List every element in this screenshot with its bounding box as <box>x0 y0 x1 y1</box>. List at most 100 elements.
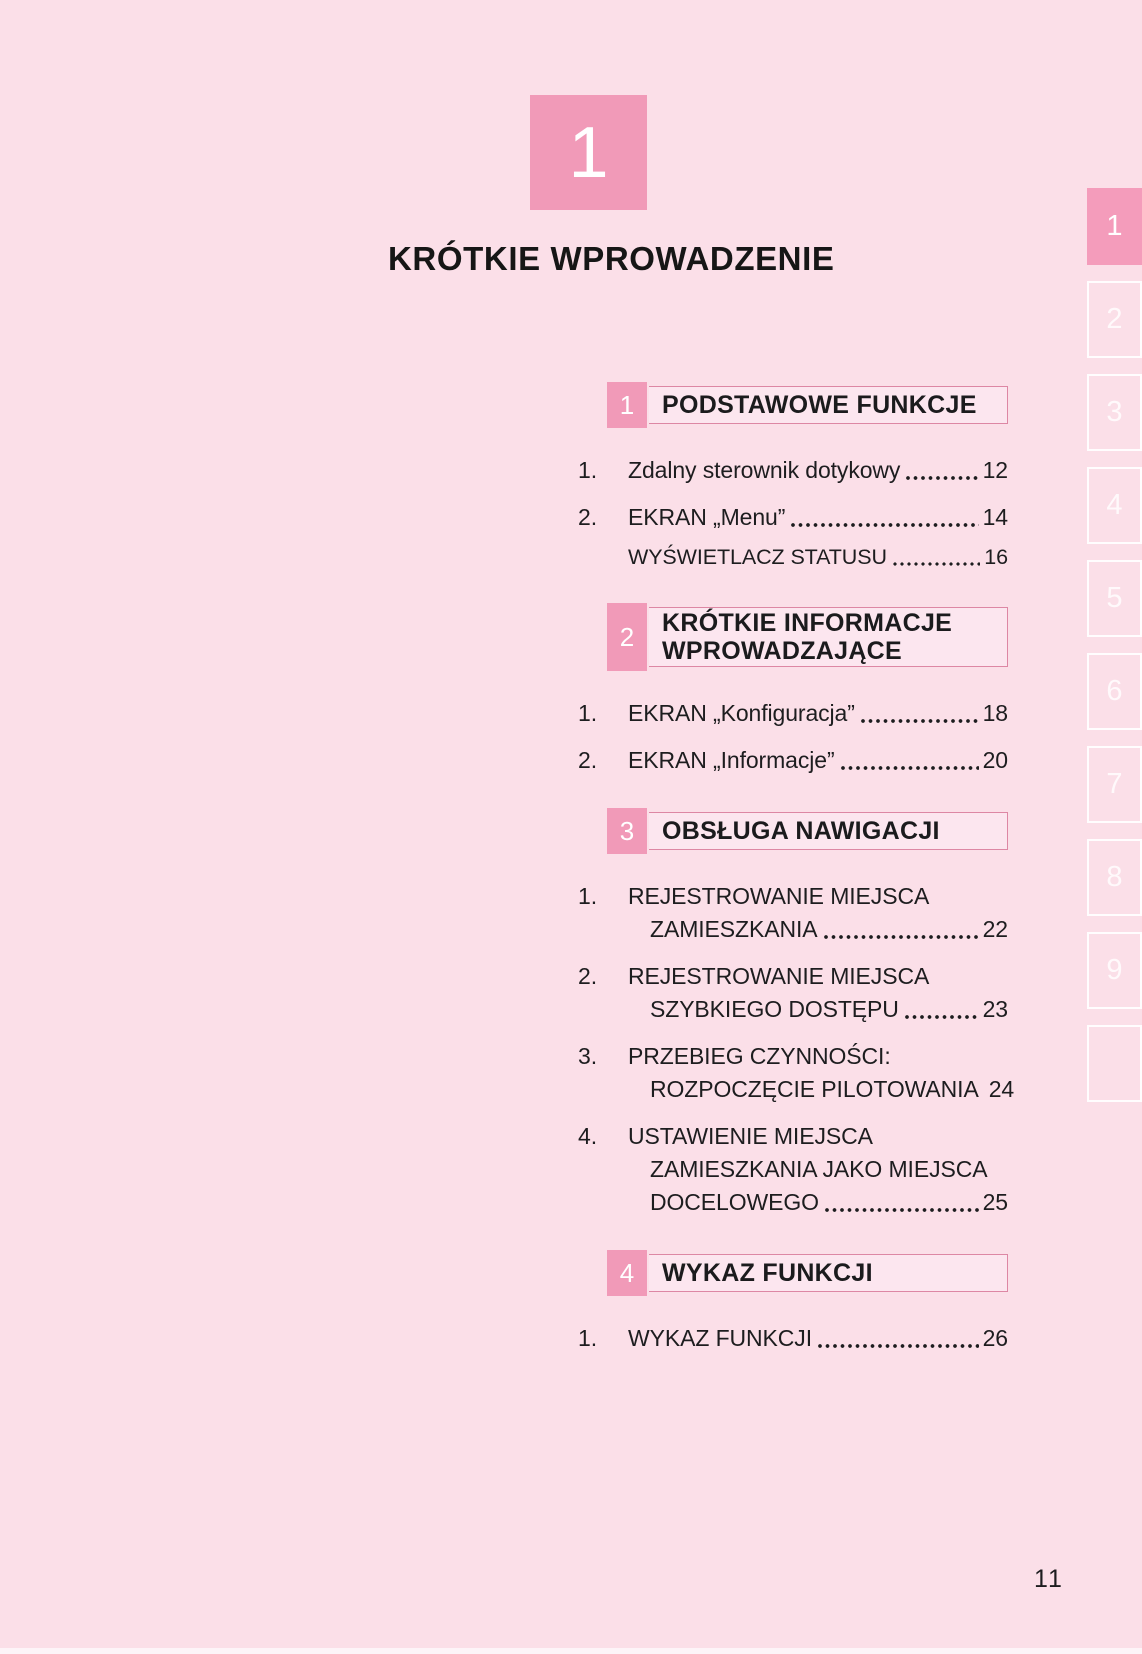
side-tab-blank <box>1087 1025 1142 1102</box>
entry-last-line: WYKAZ FUNKCJI 26 <box>628 1322 1008 1355</box>
section-number-badge: 4 <box>607 1250 647 1296</box>
side-tab-2: 2 <box>1087 281 1142 358</box>
entry-body: WYKAZ FUNKCJI 26 <box>628 1322 1008 1355</box>
section-header: 3 OBSŁUGA NAWIGACJI <box>607 808 1008 854</box>
section-entries: 1. Zdalny sterownik dotykowy 12 2. EKRAN „Me… <box>578 454 1008 572</box>
section-title-bar: KRÓTKIE INFORMACJE WPROWADZAJĄCE <box>649 607 1008 667</box>
toc-entry: 1. EKRAN „Konfiguracja” 18 <box>578 697 1008 730</box>
section-entries: 1. REJESTROWANIE MIEJSCA ZAMIESZKANIA 22 2. R… <box>578 880 1014 1219</box>
toc-entry: 4. USTAWIENIE MIEJSCA ZAMIESZKANIA JAKO MI… <box>578 1120 1008 1219</box>
entry-page-number: 24 <box>988 1076 1015 1102</box>
toc-entry: 2. EKRAN „Menu” 14 <box>578 501 1008 534</box>
side-tab-5: 5 <box>1087 560 1142 637</box>
entry-last-line: ZAMIESZKANIA 22 <box>628 913 1008 946</box>
page-number: 11 <box>1034 1565 1064 1593</box>
entry-last-line: EKRAN „Konfiguracja” 18 <box>628 697 1008 730</box>
entry-last-line: SZYBKIEGO DOSTĘPU 23 <box>628 993 1008 1026</box>
section-title-bar: WYKAZ FUNKCJI <box>649 1254 1008 1292</box>
entry-text-line: REJESTROWANIE MIEJSCA <box>628 963 930 989</box>
side-tabs: 1 2 3 4 5 6 7 8 9 <box>1087 0 1142 1654</box>
side-tab-label: 5 <box>1106 582 1123 614</box>
toc-section: 4 WYKAZ FUNKCJI 1. WYKAZ FUNKCJI 26 <box>578 1250 1008 1355</box>
entry-number: 2. <box>578 747 597 773</box>
entry-number: 2. <box>578 963 597 989</box>
side-tab-label: 3 <box>1106 396 1123 428</box>
entry-number <box>578 542 628 572</box>
section-title: WPROWADZAJĄCE <box>662 637 903 665</box>
entry-page-number: 14 <box>982 504 1008 530</box>
entry-text: DOCELOWEGO <box>650 1189 819 1215</box>
entry-text: ROZPOCZĘCIE PILOTOWANIA <box>650 1076 979 1102</box>
side-tab-label: 9 <box>1106 954 1123 986</box>
section-title-bar: OBSŁUGA NAWIGACJI <box>649 812 1008 850</box>
entry-body: EKRAN „Menu” 14 <box>628 501 1008 534</box>
entry-last-line: Zdalny sterownik dotykowy 12 <box>628 454 1008 487</box>
chapter-title: KRÓTKIE WPROWADZENIE <box>388 240 835 277</box>
dotted-leader <box>860 719 979 723</box>
entry-page-number: 23 <box>982 996 1008 1022</box>
section-title: WYKAZ FUNKCJI <box>662 1259 873 1287</box>
entry-text-line: PRZEBIEG CZYNNOŚCI: <box>628 1043 891 1069</box>
entry-body: EKRAN „Informacje” 20 <box>628 744 1008 777</box>
dotted-leader <box>892 562 981 566</box>
entry-text-line: USTAWIENIE MIEJSCA <box>628 1123 873 1149</box>
entry-page-number: 18 <box>982 700 1008 726</box>
section-entries: 1. WYKAZ FUNKCJI 26 <box>578 1322 1008 1355</box>
toc: 1 PODSTAWOWE FUNKCJE 1. Zdalny sterownik do… <box>578 382 1014 1386</box>
dotted-leader <box>840 766 979 770</box>
entry-page-number: 16 <box>984 545 1008 569</box>
section-number-badge: 1 <box>607 382 647 428</box>
entry-body: WYŚWIETLACZ STATUSU 16 <box>628 542 1008 572</box>
entry-last-line: WYŚWIETLACZ STATUSU 16 <box>628 542 1008 572</box>
toc-entry: 2. REJESTROWANIE MIEJSCA SZYBKIEGO DOSTĘPU… <box>578 960 1008 1026</box>
entry-text: Zdalny sterownik dotykowy <box>628 457 901 483</box>
toc-entry: 1. REJESTROWANIE MIEJSCA ZAMIESZKANIA 22 <box>578 880 1008 946</box>
toc-entry: WYŚWIETLACZ STATUSU 16 <box>578 542 1008 572</box>
side-tab-4: 4 <box>1087 467 1142 544</box>
dotted-leader <box>823 935 979 939</box>
entry-body: Zdalny sterownik dotykowy 12 <box>628 454 1008 487</box>
side-tab-label: 8 <box>1106 861 1123 893</box>
dotted-leader <box>791 523 979 527</box>
section-title-bar: PODSTAWOWE FUNKCJE <box>649 386 1008 424</box>
entry-text: WYŚWIETLACZ STATUSU <box>628 545 887 569</box>
entry-number: 1. <box>578 700 597 726</box>
section-header: 4 WYKAZ FUNKCJI <box>607 1250 1008 1296</box>
entry-number: 3. <box>578 1043 597 1069</box>
dotted-leader <box>904 1015 979 1019</box>
side-tab-label: 7 <box>1106 768 1123 800</box>
entry-number: 1. <box>578 1325 597 1351</box>
section-header: 2 KRÓTKIE INFORMACJE WPROWADZAJĄCE <box>607 603 1008 671</box>
section-title: OBSŁUGA NAWIGACJI <box>662 817 940 845</box>
entry-text: EKRAN „Menu” <box>628 504 786 530</box>
entry-body: EKRAN „Konfiguracja” 18 <box>628 697 1008 730</box>
side-tab-7: 7 <box>1087 746 1142 823</box>
side-tab-8: 8 <box>1087 839 1142 916</box>
section-title: KRÓTKIE INFORMACJE <box>662 609 953 637</box>
entry-body: PRZEBIEG CZYNNOŚCI: ROZPOCZĘCIE PILOTOWAN… <box>628 1040 1014 1106</box>
side-tab-3: 3 <box>1087 374 1142 451</box>
entry-page-number: 25 <box>982 1189 1008 1215</box>
entry-page-number: 20 <box>982 747 1008 773</box>
chapter-number-box: 1 <box>530 95 647 210</box>
entry-number: 1. <box>578 457 597 483</box>
side-tab-9: 9 <box>1087 932 1142 1009</box>
side-tab-6: 6 <box>1087 653 1142 730</box>
entry-body: REJESTROWANIE MIEJSCA ZAMIESZKANIA 22 <box>628 880 1008 946</box>
toc-section: 1 PODSTAWOWE FUNKCJE 1. Zdalny sterownik do… <box>578 382 1008 572</box>
entry-last-line: ROZPOCZĘCIE PILOTOWANIA 24 <box>628 1073 1014 1106</box>
entry-body: REJESTROWANIE MIEJSCA SZYBKIEGO DOSTĘPU 23 <box>628 960 1008 1026</box>
toc-entry: 1. WYKAZ FUNKCJI 26 <box>578 1322 1008 1355</box>
page-edge-strip <box>0 1648 1142 1654</box>
entry-number: 4. <box>578 1123 597 1149</box>
entry-number: 1. <box>578 883 597 909</box>
entry-page-number: 12 <box>982 457 1008 483</box>
entry-text: ZAMIESZKANIA <box>650 916 818 942</box>
dotted-leader <box>906 476 979 480</box>
entry-text: EKRAN „Konfiguracja” <box>628 700 855 726</box>
toc-section: 2 KRÓTKIE INFORMACJE WPROWADZAJĄCE 1. EKRAN … <box>578 603 1008 777</box>
toc-section: 3 OBSŁUGA NAWIGACJI 1. REJESTROWANIE MIEJSC… <box>578 808 1014 1219</box>
section-number-badge: 2 <box>607 603 647 671</box>
entry-body: USTAWIENIE MIEJSCA ZAMIESZKANIA JAKO MIEJ… <box>628 1120 1008 1219</box>
side-tab-label: 2 <box>1106 303 1123 335</box>
